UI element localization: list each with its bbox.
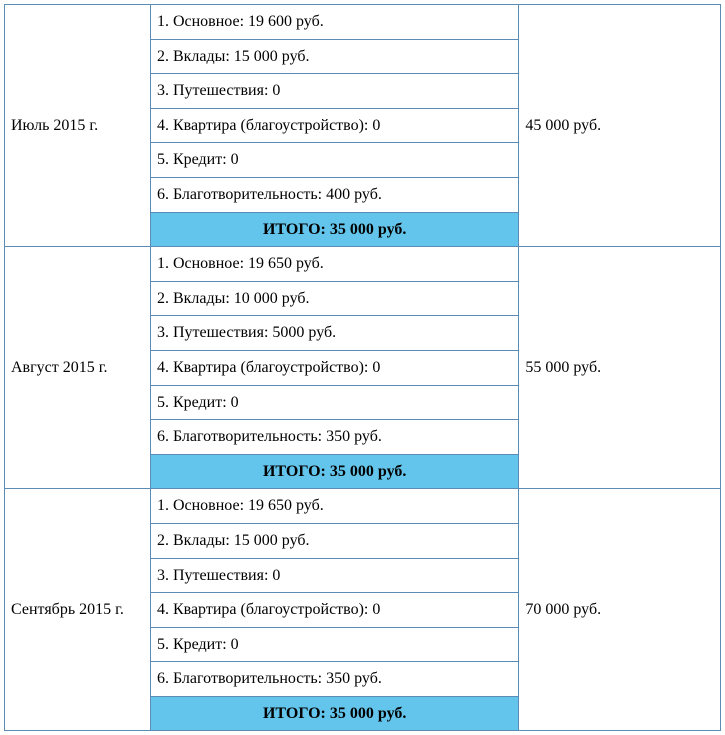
budget-item: 5. Кредит: 0: [150, 385, 518, 420]
budget-item: 6. Благотворительность: 400 руб.: [150, 177, 518, 212]
budget-item: 1. Основное: 19 650 руб.: [150, 247, 518, 282]
month-amount: 55 000 руб.: [519, 247, 721, 489]
budget-item: 6. Благотворительность: 350 руб.: [150, 662, 518, 697]
budget-table: Июль 2015 г. 1. Основное: 19 600 руб. 45…: [4, 4, 721, 731]
month-label: Сентябрь 2015 г.: [5, 489, 151, 731]
budget-item: 1. Основное: 19 600 руб.: [150, 5, 518, 40]
budget-item: 4. Квартира (благоустройство): 0: [150, 350, 518, 385]
budget-item: 2. Вклады: 10 000 руб.: [150, 281, 518, 316]
budget-item: 3. Путешествия: 0: [150, 558, 518, 593]
budget-item: 4. Квартира (благоустройство): 0: [150, 108, 518, 143]
budget-item: 6. Благотворительность: 350 руб.: [150, 420, 518, 455]
budget-item: 5. Кредит: 0: [150, 143, 518, 178]
budget-item: 3. Путешествия: 5000 руб.: [150, 316, 518, 351]
month-total: ИТОГО: 35 000 руб.: [150, 454, 518, 489]
month-label: Август 2015 г.: [5, 247, 151, 489]
budget-item: 2. Вклады: 15 000 руб.: [150, 523, 518, 558]
budget-table-body: Июль 2015 г. 1. Основное: 19 600 руб. 45…: [5, 5, 721, 731]
month-total: ИТОГО: 35 000 руб.: [150, 696, 518, 731]
budget-item: 5. Кредит: 0: [150, 627, 518, 662]
budget-item: 2. Вклады: 15 000 руб.: [150, 39, 518, 74]
month-label: Июль 2015 г.: [5, 5, 151, 247]
table-row: Август 2015 г. 1. Основное: 19 650 руб. …: [5, 247, 721, 282]
table-row: Июль 2015 г. 1. Основное: 19 600 руб. 45…: [5, 5, 721, 40]
budget-item: 4. Квартира (благоустройство): 0: [150, 593, 518, 628]
month-total: ИТОГО: 35 000 руб.: [150, 212, 518, 247]
budget-item: 1. Основное: 19 650 руб.: [150, 489, 518, 524]
table-row: Сентябрь 2015 г. 1. Основное: 19 650 руб…: [5, 489, 721, 524]
budget-item: 3. Путешествия: 0: [150, 74, 518, 109]
month-amount: 45 000 руб.: [519, 5, 721, 247]
month-amount: 70 000 руб.: [519, 489, 721, 731]
